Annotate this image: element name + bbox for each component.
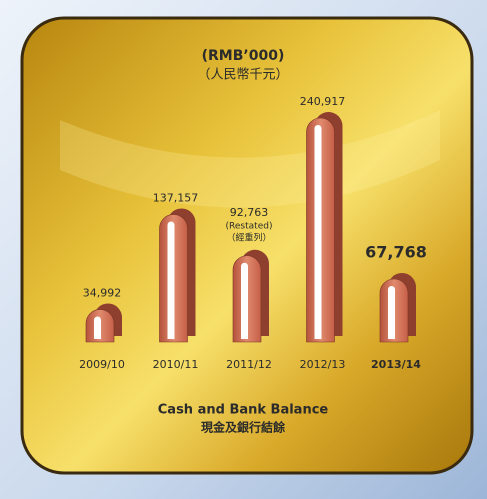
x-tick-label: 2012/13: [300, 358, 346, 371]
unit-label: （人民幣千元）: [197, 68, 288, 83]
value-note: (Restated): [226, 221, 273, 231]
x-tick-label: 2009/10: [79, 358, 125, 371]
x-tick-label: 2013/14: [371, 358, 421, 371]
chart-title: 現金及銀行結餘: [201, 420, 286, 435]
chart-title: Cash and Bank Balance: [158, 403, 329, 418]
panel: [20, 16, 474, 475]
bar-stripe: [241, 262, 248, 339]
x-tick-label: 2010/11: [153, 358, 199, 371]
value-label: 67,768: [365, 242, 427, 261]
value-label: 92,763: [230, 206, 269, 219]
bar-stripe: [167, 221, 175, 339]
unit-label: (RMB’000): [202, 48, 285, 64]
bar-stripe: [94, 316, 101, 339]
bar-stripe: [388, 285, 395, 339]
highlight: [60, 110, 440, 208]
value-label: 240,917: [300, 95, 346, 108]
value-label: 34,992: [83, 286, 122, 299]
value-label: 137,157: [153, 191, 199, 204]
bar-stripe: [314, 125, 322, 339]
value-note: （經重列）: [226, 231, 271, 243]
x-tick-label: 2011/12: [226, 358, 272, 371]
